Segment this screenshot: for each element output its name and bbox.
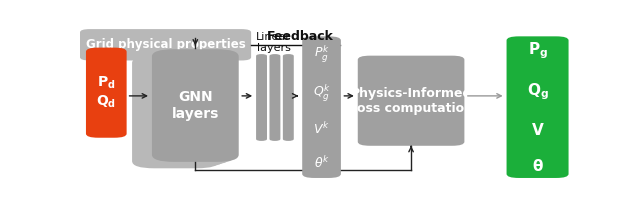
FancyBboxPatch shape [132,56,219,168]
Text: Linear
layers: Linear layers [256,32,291,53]
FancyBboxPatch shape [147,51,234,163]
FancyBboxPatch shape [302,36,341,178]
FancyBboxPatch shape [283,54,294,141]
FancyBboxPatch shape [152,49,239,162]
Text: $\mathbf{P_d}$
$\mathbf{Q_d}$: $\mathbf{P_d}$ $\mathbf{Q_d}$ [96,75,116,110]
FancyBboxPatch shape [86,48,127,138]
FancyBboxPatch shape [358,56,465,146]
Text: GNN
layers: GNN layers [172,90,219,121]
FancyBboxPatch shape [269,54,280,141]
Text: Physics-Informed
Loss computation: Physics-Informed Loss computation [349,87,473,115]
Text: Feedback: Feedback [268,30,334,43]
FancyBboxPatch shape [507,36,568,178]
FancyBboxPatch shape [137,54,224,167]
FancyBboxPatch shape [256,54,267,141]
Text: Grid physical properties: Grid physical properties [86,38,245,51]
Text: $P_g^k$

$Q_g^k$

$V^k$

$\theta^k$: $P_g^k$ $Q_g^k$ $V^k$ $\theta^k$ [312,43,331,171]
FancyBboxPatch shape [80,29,251,60]
FancyBboxPatch shape [142,52,229,165]
Text: $\mathbf{P_g}$

$\mathbf{Q_g}$

$\mathbf{V}$

$\mathbf{\theta}$: $\mathbf{P_g}$ $\mathbf{Q_g}$ $\mathbf{V… [527,41,548,174]
